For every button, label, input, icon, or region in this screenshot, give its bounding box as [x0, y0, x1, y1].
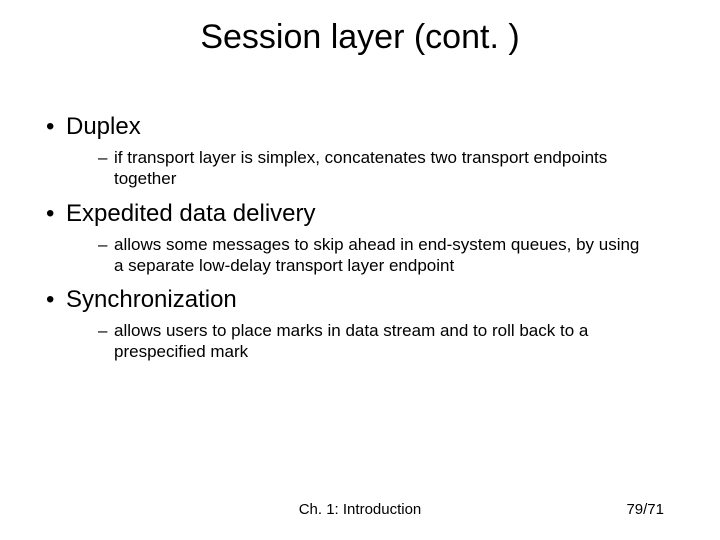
dash-icon: –	[98, 320, 107, 341]
sub-label: if transport layer is simplex, concatena…	[114, 148, 607, 188]
bullet-item: • Duplex	[40, 113, 680, 141]
dash-icon: –	[98, 234, 107, 255]
bullet-item: • Synchronization	[40, 286, 680, 314]
sub-item: – allows some messages to skip ahead in …	[40, 234, 680, 277]
bullet-item: • Expedited data delivery	[40, 200, 680, 228]
footer-chapter: Ch. 1: Introduction	[0, 501, 720, 518]
bullet-icon: •	[46, 113, 54, 141]
sub-item: – if transport layer is simplex, concate…	[40, 147, 680, 190]
slide-title: Session layer (cont. )	[0, 0, 720, 67]
sub-label: allows some messages to skip ahead in en…	[114, 235, 639, 275]
bullet-label: Synchronization	[66, 286, 237, 313]
sub-item: – allows users to place marks in data st…	[40, 320, 680, 363]
bullet-label: Duplex	[66, 113, 141, 140]
sub-label: allows users to place marks in data stre…	[114, 321, 588, 361]
slide-content: • Duplex – if transport layer is simplex…	[0, 67, 720, 363]
dash-icon: –	[98, 147, 107, 168]
bullet-icon: •	[46, 286, 54, 314]
bullet-icon: •	[46, 200, 54, 228]
footer-page-number: 79/71	[626, 501, 664, 518]
bullet-label: Expedited data delivery	[66, 200, 316, 227]
slide: Session layer (cont. ) • Duplex – if tra…	[0, 0, 720, 540]
